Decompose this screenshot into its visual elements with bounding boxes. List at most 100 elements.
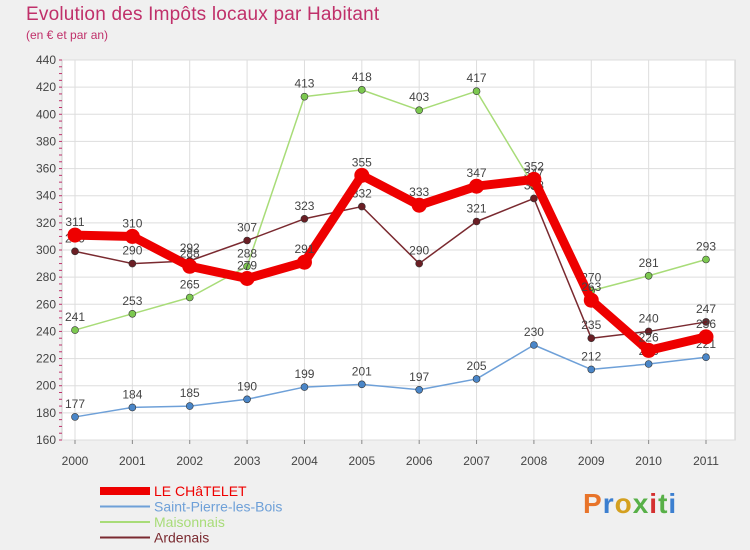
data-label: 292 <box>180 241 200 255</box>
data-label: 333 <box>409 185 429 199</box>
data-label: 293 <box>696 240 716 254</box>
x-tick-label: 2002 <box>176 454 203 468</box>
series-point <box>128 259 137 268</box>
data-label: 230 <box>524 325 544 339</box>
x-tick-label: 2010 <box>635 454 662 468</box>
series-point <box>239 271 255 286</box>
x-tick-label: 2000 <box>62 454 89 468</box>
series-point <box>641 342 657 358</box>
x-tick-label: 2004 <box>291 454 318 468</box>
logo-letter: i <box>668 488 678 519</box>
data-label: 307 <box>237 221 257 235</box>
y-tick-label: 360 <box>36 162 56 176</box>
data-label: 253 <box>122 294 142 308</box>
data-label: 355 <box>352 155 372 169</box>
data-label: 403 <box>409 90 429 104</box>
y-tick-label: 260 <box>36 297 56 311</box>
series-point <box>526 171 542 187</box>
series-point <box>415 106 423 115</box>
series-point <box>472 87 481 96</box>
y-tick-label: 220 <box>36 352 56 366</box>
y-tick-label: 160 <box>36 433 56 447</box>
series-point <box>644 360 653 368</box>
data-label: 347 <box>467 166 487 180</box>
y-tick-label: 400 <box>36 107 56 121</box>
chart-title: Evolution des Impôts locaux par Habitant <box>26 4 380 25</box>
series-point <box>354 167 370 183</box>
data-label: 281 <box>639 256 659 270</box>
data-label: 236 <box>696 317 716 331</box>
legend-label: Ardenais <box>154 530 209 546</box>
series-point <box>469 178 485 194</box>
series-point <box>71 247 79 256</box>
y-tick-label: 320 <box>36 216 56 230</box>
data-label: 321 <box>467 202 487 216</box>
series-point <box>300 383 309 391</box>
data-label: 265 <box>180 278 200 292</box>
data-label: 212 <box>581 349 601 363</box>
data-label: 190 <box>237 379 257 393</box>
series-line-1 <box>74 89 707 331</box>
series-point <box>702 353 710 362</box>
data-label: 247 <box>696 302 716 316</box>
series-point <box>583 292 599 308</box>
y-tick-label: 280 <box>36 270 56 284</box>
series-point <box>358 202 366 211</box>
x-tick-label: 2006 <box>406 454 433 468</box>
data-label: 279 <box>237 259 257 273</box>
x-tick-label: 2001 <box>119 454 146 468</box>
y-tick-label: 200 <box>36 379 56 393</box>
data-label: 235 <box>581 318 601 332</box>
y-tick-label: 180 <box>36 406 56 420</box>
data-label: 197 <box>409 370 429 384</box>
logo-letter: x <box>632 488 650 519</box>
data-label: 205 <box>467 359 487 373</box>
series-point <box>128 309 137 318</box>
series-line-0 <box>74 344 707 418</box>
data-label: 311 <box>65 215 84 229</box>
series-point <box>358 380 366 389</box>
data-label: 288 <box>237 246 257 260</box>
series-point <box>124 228 140 244</box>
y-tick-label: 240 <box>36 324 56 338</box>
x-tick-label: 2011 <box>693 454 719 468</box>
series-point <box>472 217 481 226</box>
data-label: 323 <box>294 199 314 213</box>
data-label: 226 <box>639 330 659 344</box>
series-point <box>702 255 710 264</box>
series-point <box>185 293 194 302</box>
series-point <box>67 227 83 243</box>
series-point <box>472 375 481 383</box>
data-label: 240 <box>639 311 659 325</box>
legend-label: Maisonnais <box>154 514 225 530</box>
x-tick-label: 2005 <box>348 454 375 468</box>
series-point <box>587 365 596 374</box>
series-point <box>644 327 653 336</box>
data-label: 352 <box>524 159 544 173</box>
data-label: 291 <box>294 242 314 256</box>
logo-letter: o <box>614 488 633 519</box>
x-tick-label: 2009 <box>578 454 605 468</box>
series-point <box>698 329 714 345</box>
data-label: 290 <box>122 244 142 258</box>
data-label: 263 <box>581 280 601 294</box>
x-tick-label: 2007 <box>463 454 490 468</box>
series-point <box>530 194 538 203</box>
x-tick-label: 2003 <box>234 454 261 468</box>
data-label: 413 <box>294 77 314 91</box>
series-point <box>358 86 366 94</box>
data-label: 418 <box>352 70 372 84</box>
y-tick-label: 300 <box>36 243 56 257</box>
y-tick-label: 420 <box>36 80 56 94</box>
series-point <box>243 236 251 245</box>
logo-letter: t <box>658 488 669 519</box>
series-point <box>415 259 423 268</box>
series-point <box>587 334 596 343</box>
data-label: 241 <box>65 310 85 324</box>
data-label: 417 <box>467 71 487 85</box>
series-point <box>415 385 423 394</box>
series-point <box>296 254 312 270</box>
data-label: 184 <box>122 387 142 401</box>
